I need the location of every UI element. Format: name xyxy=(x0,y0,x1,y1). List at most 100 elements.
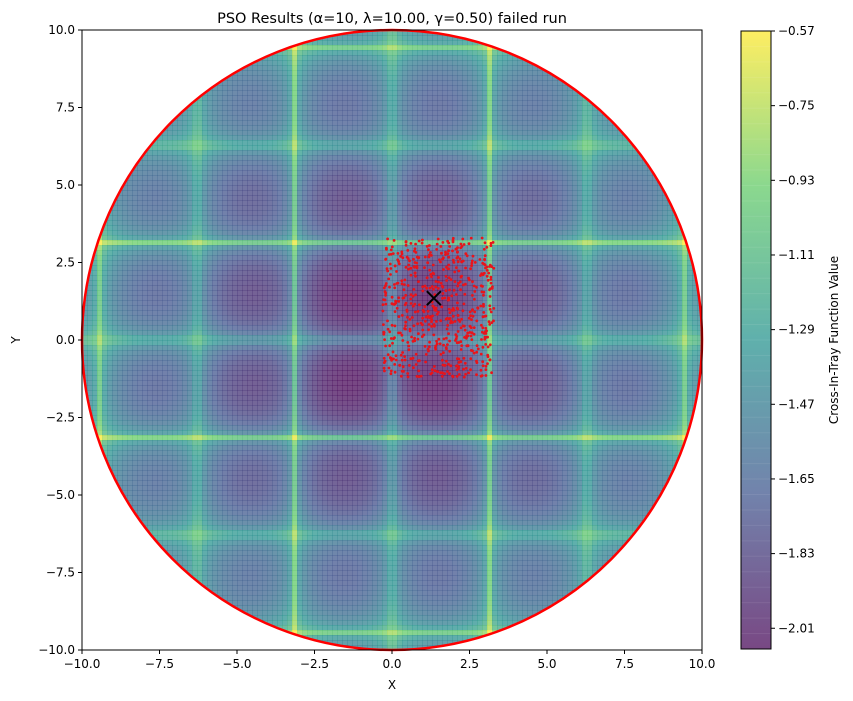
heat-cell xyxy=(182,475,188,481)
heat-cell xyxy=(277,150,283,156)
heat-cell xyxy=(107,145,113,151)
heat-cell xyxy=(202,70,208,76)
heat-cell xyxy=(97,500,103,506)
heat-cell xyxy=(172,605,178,611)
heat-cell xyxy=(102,590,108,596)
heat-cell xyxy=(257,115,263,121)
heat-cell xyxy=(102,300,108,306)
heat-cell xyxy=(187,270,193,276)
heat-cell xyxy=(152,145,158,151)
heat-cell xyxy=(182,495,188,501)
heat-cell xyxy=(237,370,243,376)
heat-cell xyxy=(107,75,113,81)
heat-cell xyxy=(227,285,233,291)
heat-cell xyxy=(227,100,233,106)
heat-cell xyxy=(242,575,248,581)
heat-cell xyxy=(277,105,283,111)
heat-cell xyxy=(192,330,198,336)
heat-cell xyxy=(262,515,268,521)
heat-cell xyxy=(242,380,248,386)
heat-cell xyxy=(107,275,113,281)
heat-cell xyxy=(262,575,268,581)
heat-cell xyxy=(247,510,253,516)
heat-cell xyxy=(82,520,88,526)
heat-cell xyxy=(152,385,158,391)
heat-cell xyxy=(117,305,123,311)
heat-cell xyxy=(147,80,153,86)
heat-cell xyxy=(202,630,208,636)
heat-cell xyxy=(242,405,248,411)
heat-cell xyxy=(202,160,208,166)
heat-cell xyxy=(122,305,128,311)
heat-cell xyxy=(132,60,138,66)
heat-cell xyxy=(162,35,168,41)
heat-cell xyxy=(217,430,223,436)
heat-cell xyxy=(247,565,253,571)
heat-cell xyxy=(172,180,178,186)
heat-cell xyxy=(102,90,108,96)
heat-cell xyxy=(192,60,198,66)
heat-cell xyxy=(257,595,263,601)
heat-cell xyxy=(267,330,273,336)
heat-cell xyxy=(112,365,118,371)
heat-cell xyxy=(267,600,273,606)
heat-cell xyxy=(197,80,203,86)
heat-cell xyxy=(117,145,123,151)
heat-cell xyxy=(177,390,183,396)
heat-cell xyxy=(152,70,158,76)
heat-cell xyxy=(192,280,198,286)
heat-cell xyxy=(252,290,258,296)
heat-cell xyxy=(97,530,103,536)
heat-cell xyxy=(207,470,213,476)
heat-cell xyxy=(207,175,213,181)
heat-cell xyxy=(137,425,143,431)
heat-cell xyxy=(92,175,98,181)
heat-cell xyxy=(92,265,98,271)
heat-cell xyxy=(262,580,268,586)
heat-cell xyxy=(142,340,148,346)
heat-cell xyxy=(102,570,108,576)
heat-cell xyxy=(177,35,183,41)
heat-cell xyxy=(242,180,248,186)
heat-cell xyxy=(182,145,188,151)
heat-cell xyxy=(212,510,218,516)
heat-cell xyxy=(272,265,278,271)
heat-cell xyxy=(222,295,228,301)
heat-cell xyxy=(182,465,188,471)
heat-cell xyxy=(267,435,273,441)
heat-cell xyxy=(197,340,203,346)
heat-cell xyxy=(197,555,203,561)
heat-cell xyxy=(252,335,258,341)
heat-cell xyxy=(202,505,208,511)
heat-cell xyxy=(242,550,248,556)
heat-cell xyxy=(172,50,178,56)
heat-cell xyxy=(197,390,203,396)
heat-cell xyxy=(137,170,143,176)
heat-cell xyxy=(242,215,248,221)
heat-cell xyxy=(177,595,183,601)
heat-cell xyxy=(87,225,93,231)
heat-cell xyxy=(267,70,273,76)
heat-cell xyxy=(152,615,158,621)
heat-cell xyxy=(252,230,258,236)
heat-cell xyxy=(127,360,133,366)
heat-cell xyxy=(232,100,238,106)
heat-cell xyxy=(97,365,103,371)
heat-cell xyxy=(157,585,163,591)
heat-cell xyxy=(182,115,188,121)
heat-cell xyxy=(237,50,243,56)
heat-cell xyxy=(102,60,108,66)
heat-cell xyxy=(202,165,208,171)
heat-cell xyxy=(227,575,233,581)
heat-cell xyxy=(107,505,113,511)
heat-cell xyxy=(192,250,198,256)
heat-cell xyxy=(232,210,238,216)
heat-cell xyxy=(112,490,118,496)
heat-cell xyxy=(127,240,133,246)
heat-cell xyxy=(177,150,183,156)
heat-cell xyxy=(172,350,178,356)
heat-cell xyxy=(202,35,208,41)
heat-cell xyxy=(132,155,138,161)
heat-cell xyxy=(172,540,178,546)
heat-cell xyxy=(257,45,263,51)
